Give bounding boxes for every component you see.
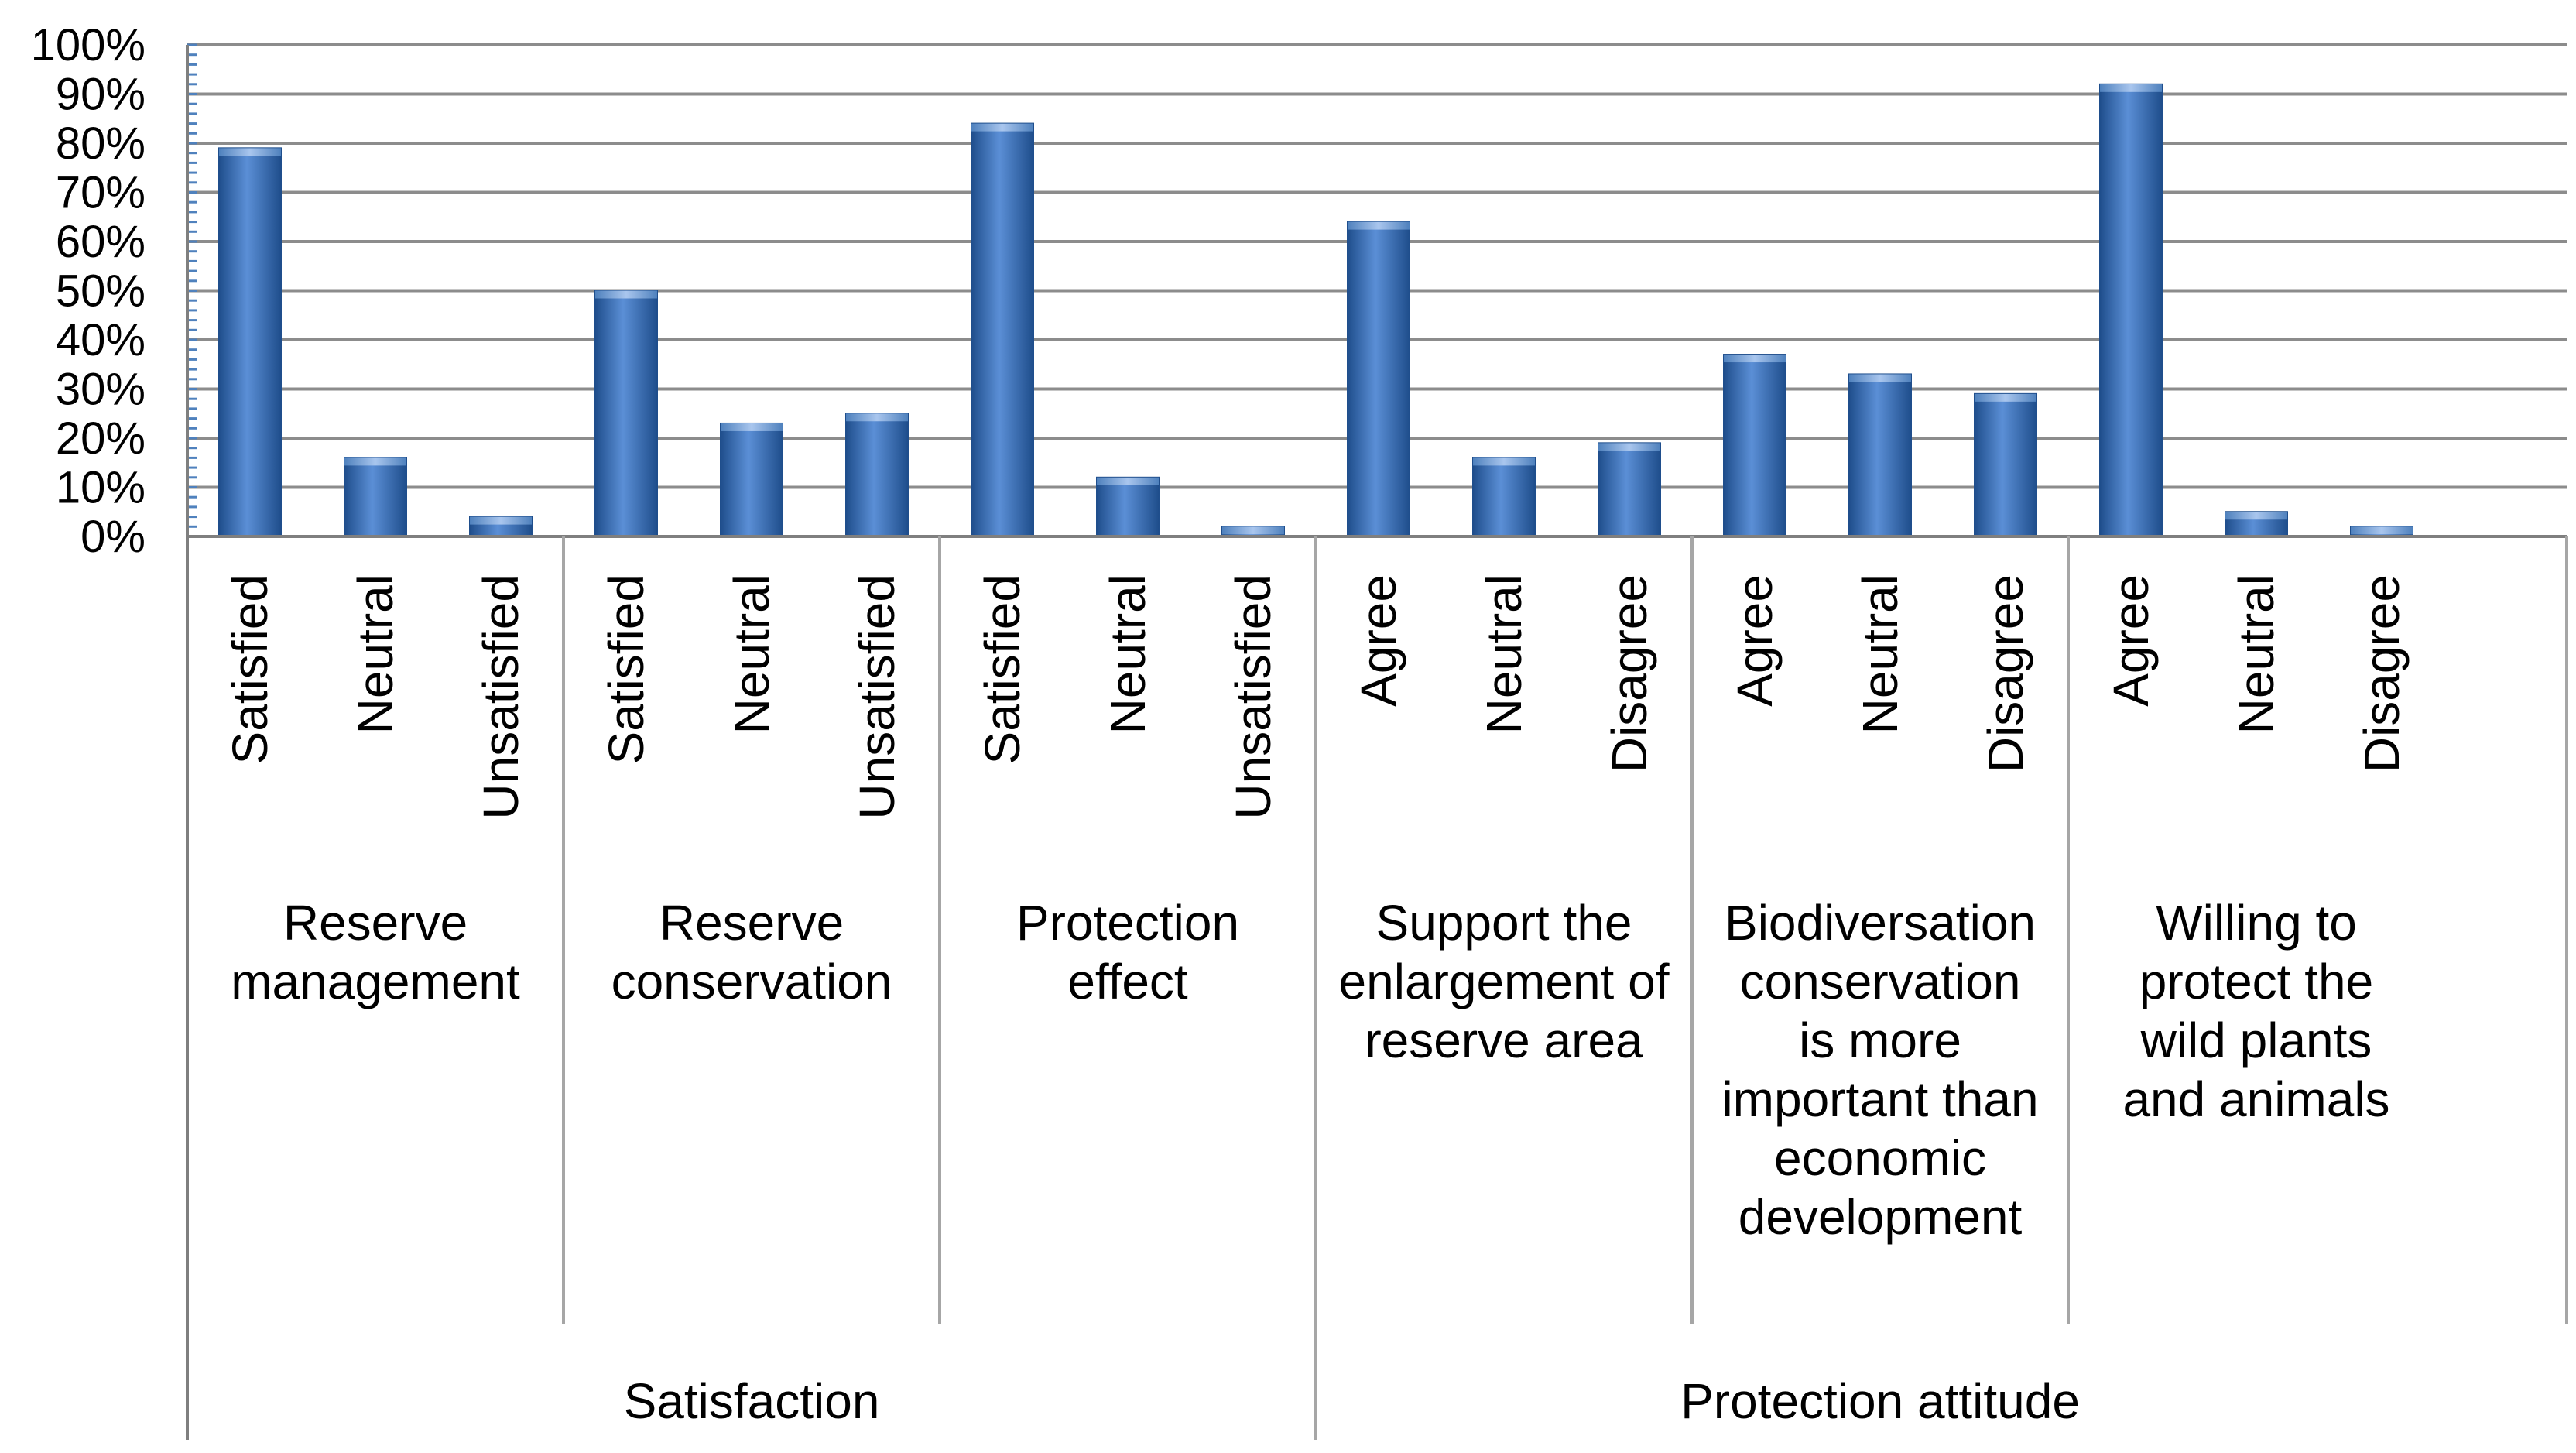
bar-cap <box>2100 84 2162 92</box>
bar-cap <box>1849 374 1911 382</box>
category-label: Agree <box>1727 574 1783 707</box>
y-tick-label: 100% <box>31 20 146 70</box>
bar-cap <box>595 290 657 299</box>
bar-cap <box>1222 526 1284 535</box>
supergroup-labels: Satisfaction Protection attitude <box>624 1373 2080 1429</box>
y-tick-label: 0% <box>80 512 146 562</box>
category-label: Unsatisfied <box>1225 574 1281 820</box>
y-tick-label: 40% <box>56 315 146 365</box>
bar-cap <box>1598 443 1660 451</box>
bar <box>1096 476 1160 537</box>
bar <box>1974 392 2037 537</box>
category-labels: Satisfied Neutral Unsatisfied Satisfied Neut… <box>222 574 2410 820</box>
category-label: Neutral <box>1852 574 1908 734</box>
bar-cap <box>344 457 406 466</box>
bar <box>1848 373 1912 538</box>
y-tick-label: 60% <box>56 217 146 267</box>
bar <box>720 422 783 538</box>
bar <box>1472 457 1536 538</box>
axes <box>186 43 2568 1440</box>
bar <box>1598 442 1661 537</box>
bar-cap <box>1097 477 1159 485</box>
group-label: Reserve management <box>231 895 520 1009</box>
category-label: Disagree <box>1601 574 1657 773</box>
y-tick-label: 20% <box>56 413 146 464</box>
bar <box>594 290 658 537</box>
category-label: Neutral <box>2228 574 2284 734</box>
bar-cap <box>1473 457 1535 466</box>
y-tick-label: 30% <box>56 365 146 415</box>
category-label: Satisfied <box>598 574 654 764</box>
group-label: Protection effect <box>1016 895 1239 1009</box>
category-label: Satisfied <box>222 574 278 764</box>
category-label: Neutral <box>1100 574 1156 734</box>
bar-cap <box>2351 526 2413 535</box>
y-tick-label: 90% <box>56 70 146 120</box>
bar-cap <box>1975 393 2036 402</box>
bar-cap <box>1348 221 1410 230</box>
bar-cap <box>470 516 532 525</box>
bar <box>1347 221 1410 537</box>
bar <box>218 147 282 537</box>
y-tick-label: 80% <box>56 118 146 169</box>
category-label: Disagree <box>2354 574 2410 773</box>
bar <box>344 457 407 538</box>
supergroup-label: Satisfaction <box>624 1373 880 1429</box>
bar-cap <box>2225 512 2287 520</box>
y-axis-tick-labels: 0%10%20%30%40%50%60%70%80%90%100% <box>31 20 146 562</box>
category-label: Neutral <box>1476 574 1532 734</box>
bar <box>2099 83 2163 538</box>
bar <box>845 413 909 537</box>
y-tick-label: 70% <box>56 168 146 218</box>
group-label: Support the enlargement of reserve area <box>1339 895 1670 1068</box>
group-label: Willing to protect the wild plants and anim… <box>2122 895 2389 1127</box>
category-label: Agree <box>1351 574 1406 707</box>
group-label: Reserve conservation <box>611 895 892 1009</box>
bar-cap <box>1724 355 1786 363</box>
category-label: Unsatisfied <box>473 574 529 820</box>
bar <box>971 122 1034 538</box>
y-tick-label: 10% <box>56 463 146 513</box>
supergroup-label: Protection attitude <box>1680 1373 2080 1429</box>
group-label: Biodiversation conservation is more importa… <box>1721 895 2038 1245</box>
category-label: Neutral <box>724 574 779 734</box>
bar-cap <box>219 148 281 156</box>
bar <box>1723 354 1786 537</box>
bar-cap <box>971 123 1033 132</box>
category-label: Disagree <box>1978 574 2033 773</box>
category-label: Satisfied <box>975 574 1030 764</box>
y-tick-label: 50% <box>56 266 146 317</box>
group-labels: Reserve management Reserve conservation Prot… <box>231 895 2389 1245</box>
bars <box>218 83 2413 538</box>
category-label: Neutral <box>348 574 403 734</box>
bar-cap <box>721 423 783 431</box>
category-label: Agree <box>2103 574 2159 707</box>
category-label: Unsatisfied <box>849 574 905 820</box>
bar-cap <box>846 413 908 422</box>
